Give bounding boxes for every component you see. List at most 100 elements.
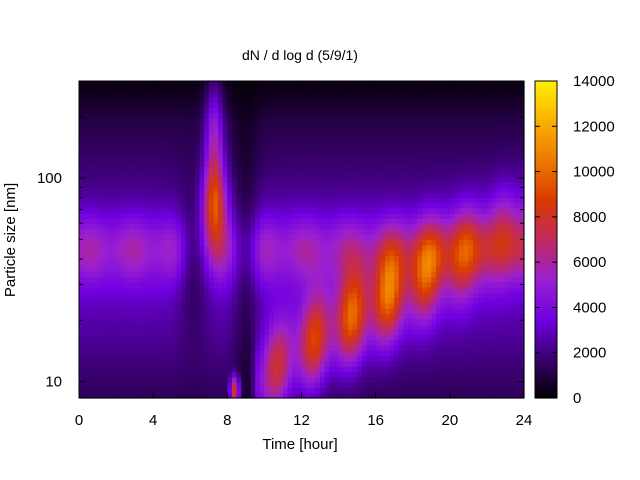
heatmap-cell (241, 191, 247, 198)
heatmap-cell (394, 392, 400, 399)
heatmap-cell (185, 170, 191, 177)
heatmap-cell (394, 112, 400, 119)
heatmap-cell (199, 154, 205, 161)
heatmap-cell (259, 186, 266, 193)
heatmap-cell (79, 260, 85, 267)
heatmap-cell (315, 371, 321, 378)
heatmap-cell (338, 329, 344, 336)
heatmap-cell (194, 329, 201, 336)
heatmap-cell (380, 297, 386, 304)
heatmap-cell (116, 297, 122, 304)
heatmap-cell (83, 250, 89, 256)
heatmap-cell (324, 287, 330, 293)
heatmap-cell (412, 255, 418, 262)
heatmap-cell (333, 181, 340, 188)
heatmap-cell (92, 112, 99, 119)
heatmap-cell (366, 112, 372, 119)
heatmap-cell (310, 265, 317, 272)
heatmap-cell (412, 350, 418, 357)
heatmap-cell (422, 213, 428, 219)
heatmap-cell (338, 202, 344, 209)
heatmap-cell (167, 128, 173, 135)
heatmap-cell (394, 265, 400, 272)
heatmap-cell (310, 107, 317, 114)
heatmap-cell (264, 218, 270, 225)
heatmap-cell (185, 329, 191, 336)
heatmap-cell (296, 112, 303, 119)
heatmap-cell (180, 318, 187, 325)
heatmap-cell (292, 366, 298, 373)
heatmap-cell (167, 154, 173, 161)
heatmap-cell (213, 207, 219, 214)
heatmap-cell (120, 302, 126, 309)
heatmap-cell (194, 191, 201, 198)
heatmap-cell (384, 191, 391, 198)
heatmap-cell (231, 112, 238, 119)
heatmap-cell (422, 234, 428, 241)
heatmap-cell (445, 207, 451, 214)
heatmap-cell (148, 107, 154, 114)
heatmap-cell (88, 244, 94, 251)
heatmap-cell (296, 297, 303, 304)
heatmap-cell (190, 302, 196, 309)
heatmap-cell (403, 345, 409, 352)
heatmap-cell (435, 255, 442, 262)
heatmap-cell (375, 107, 381, 114)
heatmap-cell (236, 255, 242, 262)
heatmap-cell (83, 234, 89, 241)
heatmap-cell (106, 123, 113, 130)
heatmap-cell (92, 297, 99, 304)
heatmap-cell (231, 355, 238, 362)
heatmap-cell (454, 165, 460, 172)
heatmap-cell (245, 276, 252, 283)
heatmap-cell (394, 297, 400, 304)
heatmap-cell (440, 234, 446, 241)
heatmap-cell (222, 117, 228, 124)
heatmap-cell (185, 181, 191, 188)
heatmap-cell (320, 223, 326, 230)
heatmap-cell (208, 234, 215, 241)
heatmap-cell (449, 96, 456, 103)
heatmap-cell (167, 281, 173, 288)
heatmap-cell (333, 324, 340, 330)
heatmap-cell (185, 355, 191, 362)
heatmap-cell (338, 149, 344, 156)
heatmap-cell (408, 382, 414, 389)
heatmap-cell (180, 86, 187, 93)
heatmap-cell (129, 144, 136, 151)
heatmap-cell (157, 170, 164, 177)
heatmap-cell (463, 366, 469, 373)
heatmap-cell (333, 112, 340, 119)
heatmap-cell (125, 281, 131, 288)
heatmap-cell (208, 313, 215, 320)
heatmap-cell (129, 197, 136, 204)
heatmap-cell (134, 96, 140, 103)
heatmap-cell (227, 392, 233, 399)
heatmap-cell (408, 218, 414, 225)
heatmap-cell (134, 117, 140, 124)
heatmap-cell (120, 144, 126, 151)
heatmap-cell (88, 334, 94, 341)
heatmap-cell (97, 297, 103, 304)
heatmap-cell (204, 361, 210, 367)
heatmap-cell (361, 250, 367, 256)
heatmap-cell (180, 191, 187, 198)
heatmap-cell (218, 276, 224, 283)
heatmap-cell (264, 234, 270, 241)
heatmap-cell (440, 382, 446, 389)
heatmap-cell (106, 361, 113, 367)
heatmap-cell (213, 292, 219, 299)
heatmap-cell (157, 107, 164, 114)
heatmap-cell (459, 350, 465, 357)
heatmap-cell (292, 239, 298, 246)
heatmap-cell (162, 260, 168, 267)
heatmap-cell (398, 308, 405, 315)
heatmap-cell (222, 345, 228, 352)
heatmap-cell (83, 355, 89, 362)
heatmap-cell (259, 339, 266, 346)
heatmap-cell (361, 96, 367, 103)
heatmap-cell (301, 260, 307, 267)
heatmap-cell (371, 345, 377, 352)
heatmap-cell (171, 371, 177, 378)
heatmap-cell (301, 191, 307, 198)
